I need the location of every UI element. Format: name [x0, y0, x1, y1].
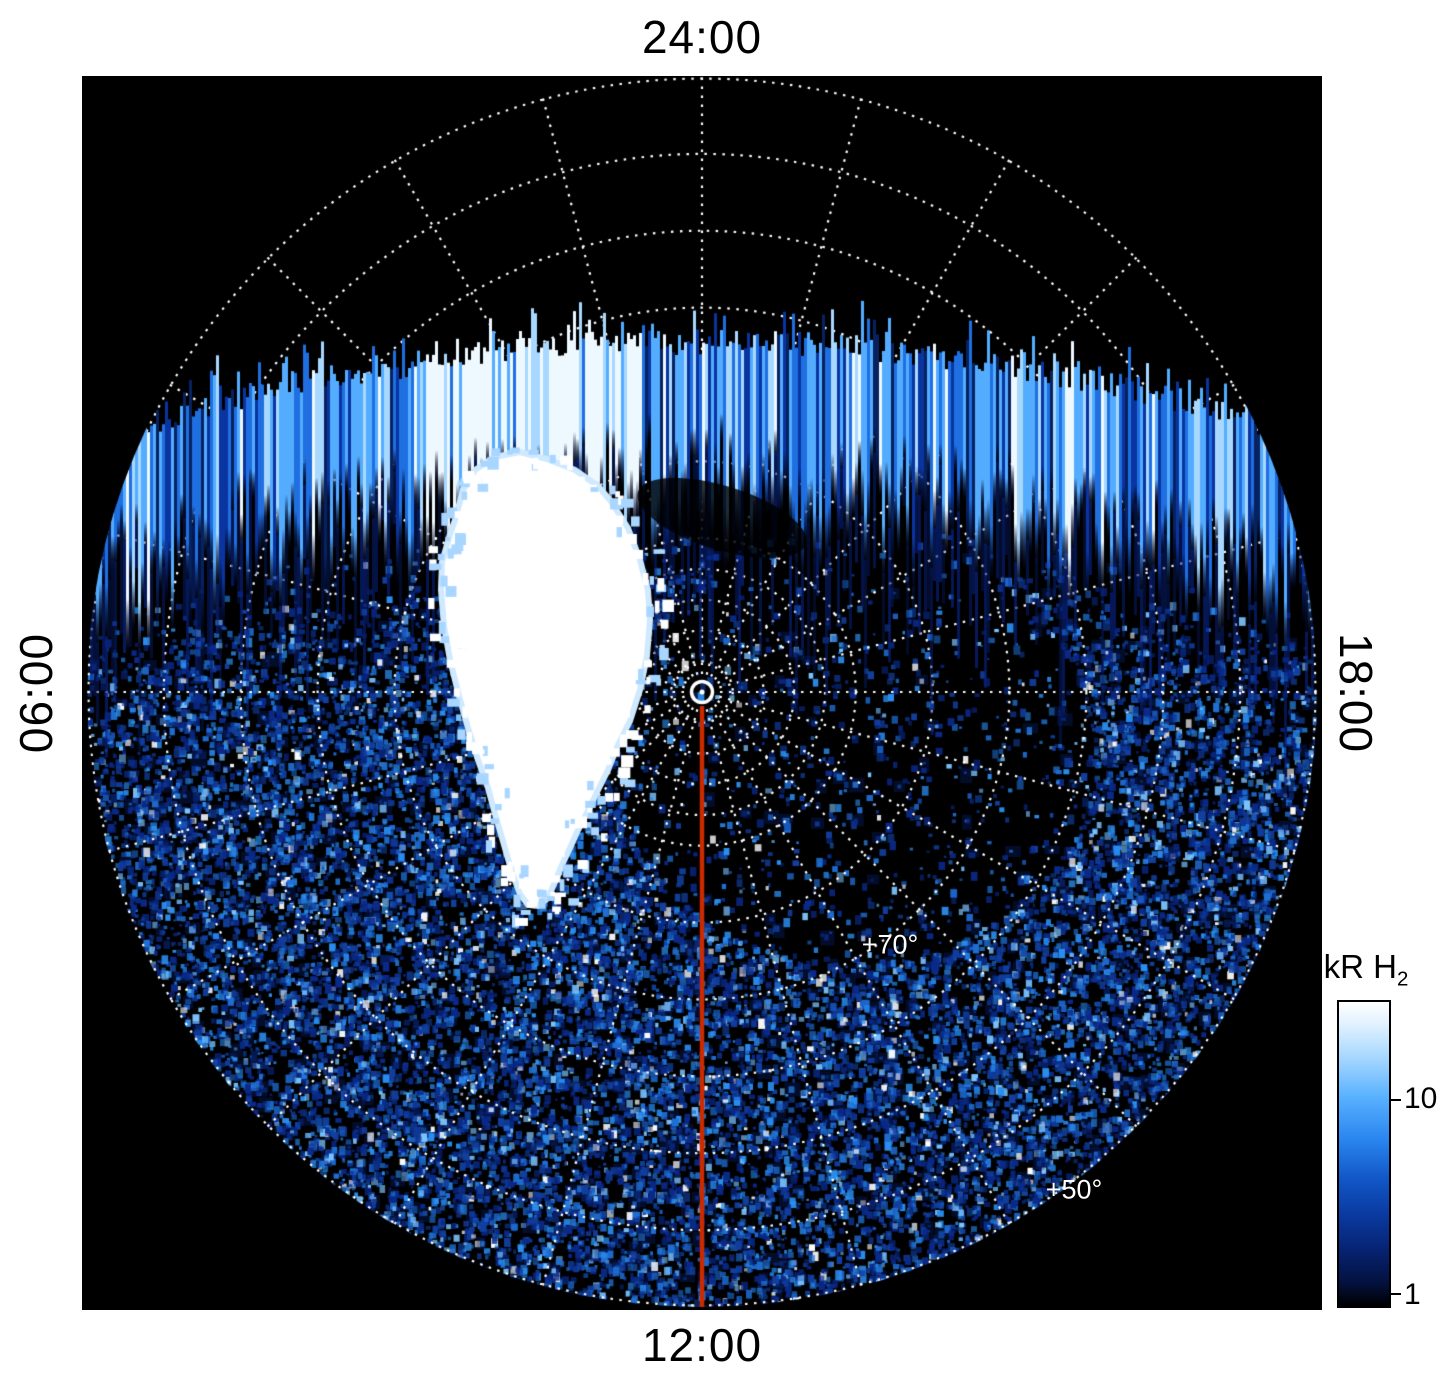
latitude-label-70: +70° [861, 929, 919, 960]
time-label-1800: 18:00 [1330, 632, 1382, 754]
colorbar-tick-label-1: 1 [1404, 1278, 1421, 1311]
time-label-1200: 12:00 [641, 1319, 763, 1371]
colorbar-tick-1 [1391, 1293, 1401, 1295]
time-label-2400: 24:00 [641, 11, 763, 63]
colorbar-tick-label-10: 10 [1404, 1082, 1438, 1115]
colorbar-gradient [1337, 1000, 1391, 1308]
colorbar-tick-10 [1391, 1099, 1401, 1101]
time-label-0600: 06:00 [10, 632, 62, 754]
polar-aurora-plot [82, 76, 1322, 1310]
latitude-label-50: +50° [1045, 1174, 1103, 1205]
colorbar-title-sub: 2 [1396, 967, 1409, 991]
colorbar-title-main: kR H [1323, 948, 1397, 985]
aurora-canvas [82, 76, 1322, 1310]
colorbar-title: kR H2 [1324, 948, 1409, 992]
